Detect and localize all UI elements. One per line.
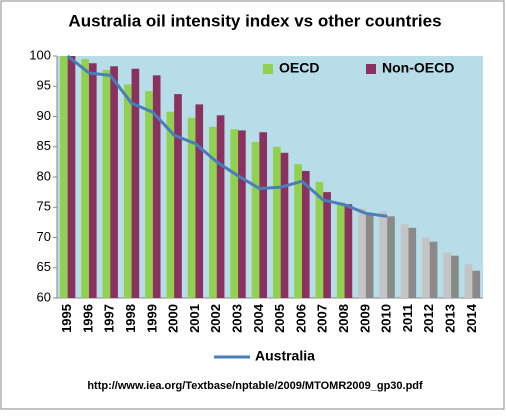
bar (472, 270, 481, 298)
bar (358, 208, 366, 298)
x-tick-label: 2008 (336, 304, 351, 333)
x-tick-label: 2005 (272, 304, 287, 333)
x-tick-label: 2009 (357, 304, 372, 333)
bar (152, 75, 161, 298)
bar (216, 115, 225, 298)
bar (238, 130, 246, 298)
bar (344, 204, 353, 298)
bar (387, 216, 395, 298)
legend-label: Non-OECD (382, 60, 454, 76)
y-tick-label: 95 (37, 78, 51, 93)
bar (272, 146, 281, 298)
bar (81, 59, 89, 299)
y-tick-label: 90 (37, 108, 51, 123)
x-tick-label: 2002 (208, 304, 223, 333)
x-tick-label: 2012 (421, 304, 436, 333)
bar (429, 241, 438, 298)
y-tick-label: 100 (29, 47, 51, 62)
bar (315, 181, 324, 298)
bar (336, 202, 345, 298)
bar (301, 170, 310, 298)
legend-label: OECD (279, 60, 319, 76)
x-tick-label: 2011 (400, 304, 415, 332)
bar (230, 129, 239, 298)
x-tick-label: 2013 (442, 304, 457, 333)
bar (280, 152, 289, 298)
x-tick-label: 1995 (59, 304, 74, 333)
bar (294, 164, 302, 298)
y-tick-label: 70 (37, 229, 51, 244)
x-tick-label: 2000 (166, 304, 181, 333)
y-tick-label: 60 (37, 289, 51, 304)
y-tick-label: 85 (37, 138, 51, 153)
bar (110, 66, 118, 298)
bar (123, 84, 132, 298)
y-tick-label: 65 (37, 259, 51, 274)
bar (166, 111, 175, 298)
x-tick-label: 1998 (123, 304, 138, 333)
bar (422, 237, 430, 298)
bar (400, 224, 409, 298)
chart-title: Australia oil intensity index vs other c… (68, 11, 441, 30)
bar (365, 213, 374, 298)
x-tick-label: 2006 (293, 304, 308, 333)
bar (251, 141, 260, 298)
bar (259, 132, 268, 298)
y-tick-label: 75 (37, 199, 51, 214)
source: http://www.iea.org/Textbase/nptable/2009… (87, 380, 423, 392)
line (66, 54, 388, 218)
legend-label: Australia (255, 348, 315, 364)
bar (59, 56, 68, 298)
x-tick-label: 2003 (229, 304, 244, 333)
bar (195, 104, 204, 299)
y-tick-label: 80 (37, 168, 51, 183)
bar (102, 69, 111, 298)
bar (443, 252, 452, 298)
x-tick-label: 2004 (251, 303, 266, 333)
bar (67, 56, 76, 298)
x-tick-label: 1997 (102, 304, 117, 333)
bar (379, 211, 388, 298)
bar (323, 192, 331, 298)
bar (88, 63, 97, 299)
x-tick-label: 2014 (464, 303, 479, 333)
x-tick-label: 2001 (187, 304, 202, 333)
bar (451, 255, 459, 298)
bar (464, 264, 473, 298)
bar (131, 68, 140, 298)
legend-swatch (366, 64, 376, 74)
bar (209, 126, 217, 298)
x-tick-label: 1996 (80, 304, 95, 333)
x-tick-label: 2010 (379, 304, 394, 333)
bar (145, 91, 153, 298)
plot-area (57, 56, 483, 298)
x-tick-label: 1999 (144, 304, 159, 333)
bar (187, 117, 196, 299)
legend-swatch (263, 64, 273, 74)
bar (174, 94, 182, 299)
bar (408, 227, 417, 298)
x-tick-label: 2007 (315, 304, 330, 333)
